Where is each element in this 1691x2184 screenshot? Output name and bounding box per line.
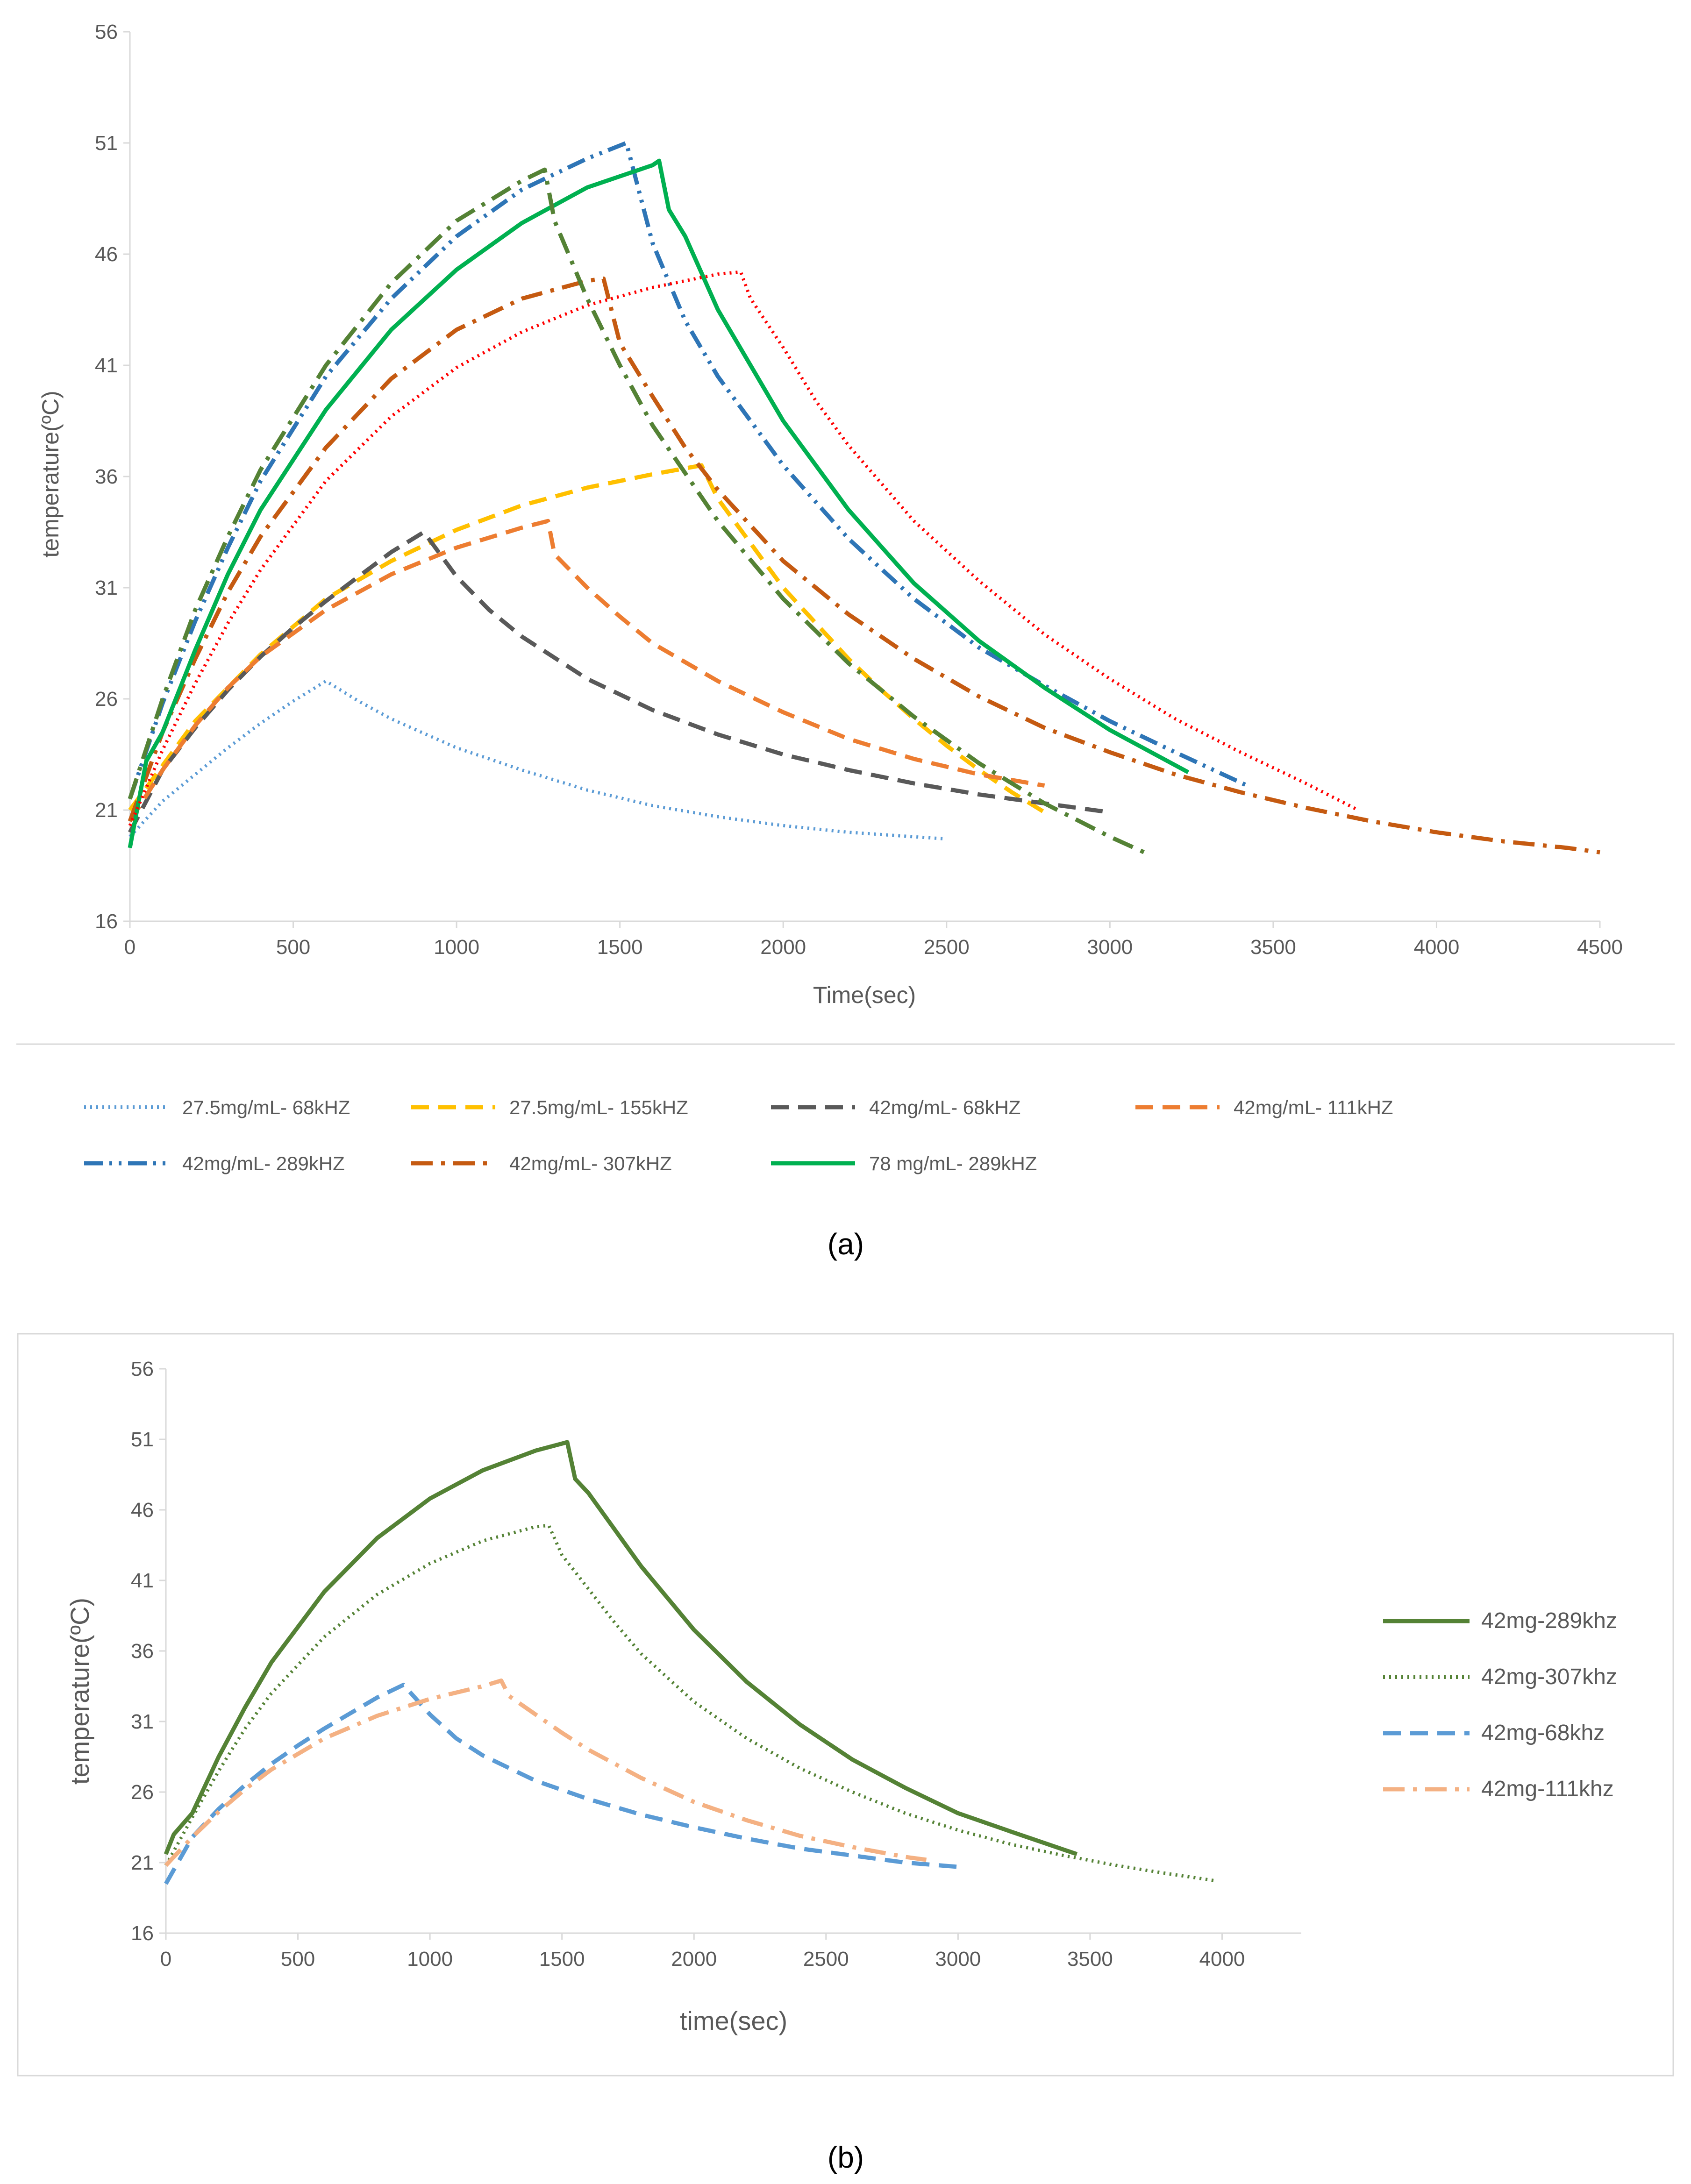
chart-a-caption: (a) xyxy=(828,1227,864,1261)
chart-b-y-tick-label: 41 xyxy=(131,1569,154,1592)
chart-a-x-tick-label: 4500 xyxy=(1577,936,1623,959)
chart-a-y-tick-label: 16 xyxy=(95,910,118,933)
chart-a-y-tick-label: 26 xyxy=(95,688,118,711)
chart-b-x-tick-label: 0 xyxy=(160,1948,171,1971)
chart-b-y-tick-label: 56 xyxy=(131,1358,154,1380)
chart-b-x-tick-label: 1000 xyxy=(407,1948,453,1971)
figure: temperature(ºC) Time(sec) 27.5mg/mL- 68k… xyxy=(0,0,1691,2184)
chart-b-x-tick-label: 3000 xyxy=(935,1948,981,1971)
chart-b-series-line-4 xyxy=(166,1680,927,1865)
chart-a-series-line-2 xyxy=(130,465,1045,812)
chart-b-y-tick-label: 26 xyxy=(131,1781,154,1804)
chart-b-x-tick-label: 3500 xyxy=(1067,1948,1113,1971)
chart-a-x-tick-label: 1000 xyxy=(434,936,479,959)
chart-b-caption: (b) xyxy=(828,2141,864,2174)
chart-a-x-tick-label: 0 xyxy=(124,936,136,959)
chart-a-x-tick-label: 1500 xyxy=(597,936,643,959)
chart-a-y-tick-label: 51 xyxy=(95,132,118,155)
chart-a-series-line-1 xyxy=(130,681,947,839)
chart-a-x-tick-label: 4000 xyxy=(1413,936,1459,959)
chart-b: temperature(ºC) time(sec) 42mg-289khz42m… xyxy=(65,1358,1617,2174)
chart-a-legend-label: 78 mg/mL- 289kHZ xyxy=(869,1152,1037,1174)
chart-b-y-tick-label: 46 xyxy=(131,1499,154,1522)
chart-b-series-line-2 xyxy=(166,1525,1217,1881)
chart-b-y-tick-label: 36 xyxy=(131,1640,154,1663)
chart-a: temperature(ºC) Time(sec) 27.5mg/mL- 68k… xyxy=(16,21,1675,1261)
chart-a-legend-label: 27.5mg/mL- 68kHZ xyxy=(182,1096,350,1118)
chart-a-x-tick-label: 2000 xyxy=(760,936,806,959)
chart-b-y-axis-title: temperature(ºC) xyxy=(65,1598,94,1785)
chart-b-x-tick-label: 4000 xyxy=(1199,1948,1245,1971)
chart-b-legend-label: 42mg-68khz xyxy=(1481,1721,1605,1745)
chart-b-y-tick-label: 31 xyxy=(131,1710,154,1733)
chart-b-x-axis-title: time(sec) xyxy=(680,2006,787,2035)
chart-b-x-tick-label: 1500 xyxy=(539,1948,585,1971)
chart-a-y-tick-label: 31 xyxy=(95,576,118,599)
chart-a-y-tick-label: 36 xyxy=(95,465,118,488)
chart-b-x-tick-label: 500 xyxy=(281,1948,315,1971)
chart-a-y-tick-label: 21 xyxy=(95,799,118,822)
chart-a-y-tick-label: 56 xyxy=(95,21,118,43)
chart-a-legend-label: 42mg/mL- 68kHZ xyxy=(869,1096,1020,1118)
chart-a-x-tick-label: 3500 xyxy=(1250,936,1296,959)
chart-a-legend-label: 42mg/mL- 289kHZ xyxy=(182,1152,345,1174)
chart-a-series-line-4 xyxy=(130,521,1045,821)
chart-a-series-line-9 xyxy=(130,170,1149,854)
chart-a-y-tick-label: 41 xyxy=(95,354,118,377)
chart-a-legend-label: 42mg/mL- 111kHZ xyxy=(1234,1096,1393,1118)
chart-a-y-axis-title: temperature(ºC) xyxy=(37,391,64,557)
chart-a-x-tick-label: 500 xyxy=(276,936,310,959)
chart-a-x-axis-title: Time(sec) xyxy=(813,982,916,1008)
chart-b-y-tick-label: 51 xyxy=(131,1428,154,1451)
chart-b-x-tick-label: 2000 xyxy=(671,1948,717,1971)
chart-b-legend-label: 42mg-307khz xyxy=(1481,1665,1617,1689)
chart-b-y-tick-label: 16 xyxy=(131,1922,154,1945)
chart-a-legend-label: 42mg/mL- 307kHZ xyxy=(509,1152,672,1174)
chart-a-legend: 27.5mg/mL- 68kHZ 27.5mg/mL- 155kHZ 42mg/mL… xyxy=(84,1096,1393,1174)
chart-a-y-tick-label: 46 xyxy=(95,243,118,266)
chart-a-series-line-3 xyxy=(130,532,1110,832)
chart-a-legend-label: 27.5mg/mL- 155kHZ xyxy=(509,1096,688,1118)
chart-b-x-tick-label: 2500 xyxy=(803,1948,849,1971)
chart-b-y-tick-label: 21 xyxy=(131,1851,154,1874)
chart-b-legend-label: 42mg-111khz xyxy=(1481,1777,1614,1801)
chart-b-legend: 42mg-289khz 42mg-307khz 42mg-68khz 42mg-111… xyxy=(1383,1608,1617,1801)
chart-b-series-line-3 xyxy=(166,1685,958,1884)
chart-a-series-line-6 xyxy=(130,278,1600,852)
chart-b-series-line-1 xyxy=(166,1442,1077,1854)
chart-a-x-tick-label: 3000 xyxy=(1087,936,1133,959)
chart-b-legend-label: 42mg-289khz xyxy=(1481,1608,1617,1633)
chart-a-x-tick-label: 2500 xyxy=(924,936,970,959)
